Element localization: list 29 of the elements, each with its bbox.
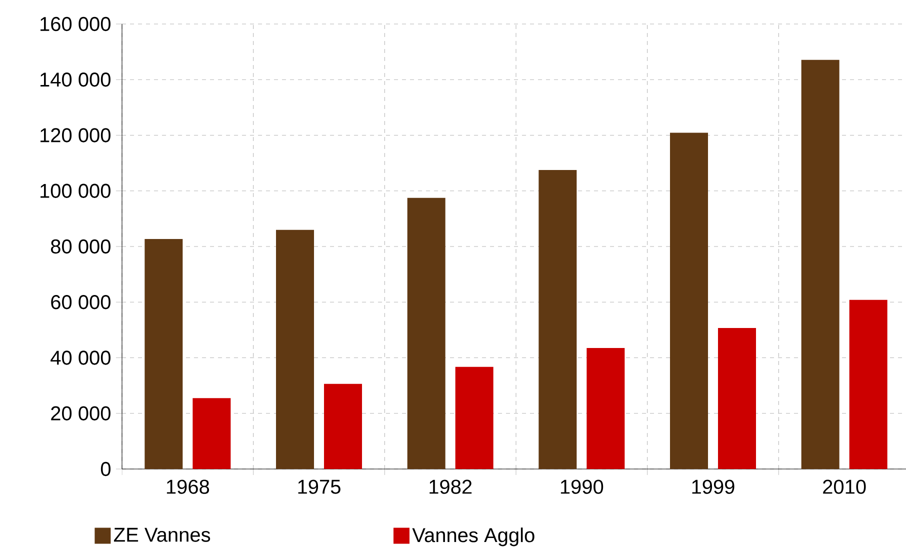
legend-label: ZE Vannes <box>114 528 210 542</box>
y-tick-label: 80 000 <box>51 239 110 254</box>
x-tick-label: 1982 <box>430 480 472 494</box>
y-tick-label: 100 000 <box>40 184 110 198</box>
y-tick-label: 120 000 <box>40 128 110 142</box>
bar <box>276 230 314 470</box>
bar <box>144 238 183 470</box>
bar <box>538 170 577 470</box>
y-tick-label: 0 <box>100 462 110 476</box>
bar <box>455 366 494 470</box>
legend-label: Vannes Agglo <box>412 528 534 546</box>
bar <box>849 300 888 470</box>
bar <box>192 398 231 470</box>
y-tick-label: 20 000 <box>51 406 110 420</box>
y-tick-label: 60 000 <box>51 295 110 310</box>
bar <box>586 348 625 470</box>
bar <box>670 132 708 470</box>
y-tick-label: 140 000 <box>40 72 110 87</box>
x-tick-label: 1975 <box>298 480 340 494</box>
bar <box>407 198 446 470</box>
x-tick-label: 2010 <box>823 480 866 494</box>
bar <box>324 384 362 470</box>
y-tick-label: 40 000 <box>50 350 110 365</box>
y-tick-label: 160 000 <box>40 16 110 32</box>
bar <box>801 60 840 470</box>
x-tick-label: 1990 <box>560 480 604 494</box>
x-tick-label: 1968 <box>166 480 210 494</box>
x-tick-label: 1999 <box>692 480 734 494</box>
bar <box>718 328 756 470</box>
